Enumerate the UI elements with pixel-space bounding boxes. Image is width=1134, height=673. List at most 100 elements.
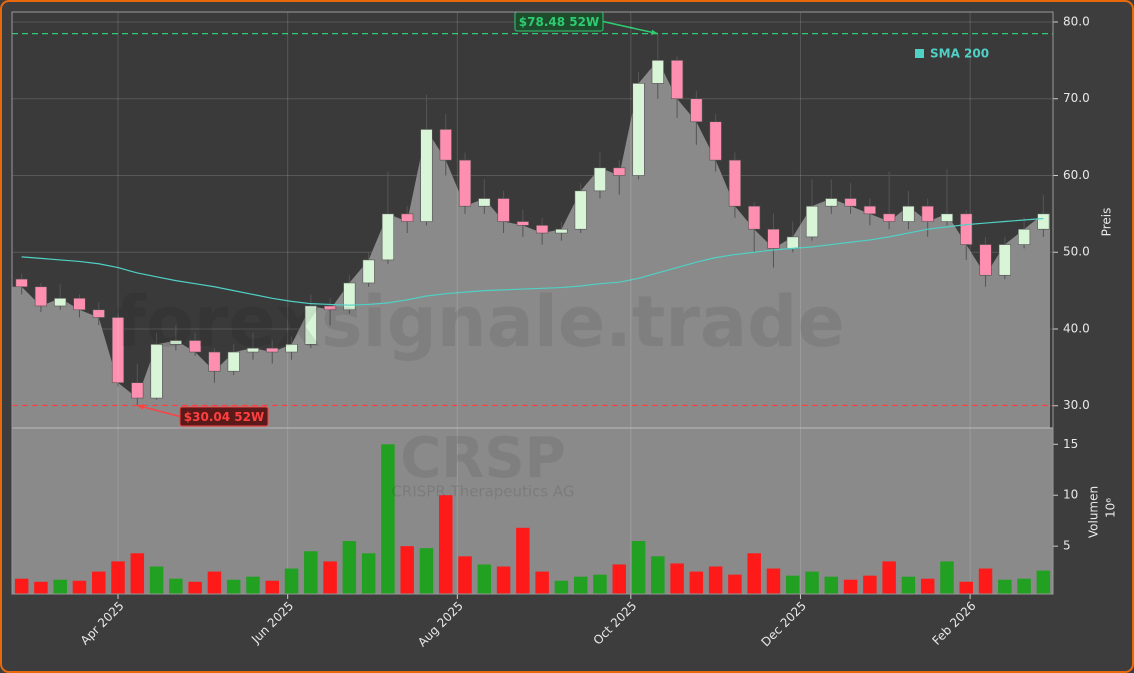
candle-body: [131, 382, 144, 399]
volume-bar: [1036, 570, 1051, 594]
volume-bar: [188, 581, 202, 594]
candle-body: [651, 60, 664, 84]
candle-body: [786, 236, 799, 249]
volume-bar: [863, 575, 877, 594]
volume-bar: [342, 541, 357, 594]
volume-bar: [978, 568, 993, 594]
candle-body: [208, 351, 221, 372]
volume-bar: [1017, 578, 1031, 594]
candle-body: [536, 225, 549, 234]
candle-body: [150, 344, 163, 399]
candle-body: [805, 205, 819, 238]
volume-bar: [805, 571, 819, 594]
y-tick-label: 70.0: [1063, 91, 1090, 105]
candle-body: [227, 351, 240, 372]
y-tick-label: 10: [1063, 488, 1078, 502]
y-tick-label: 80.0: [1063, 14, 1090, 28]
candle-body: [767, 228, 780, 249]
volume-bar: [439, 495, 453, 594]
price-area: [12, 60, 1050, 428]
volume-bar: [612, 564, 626, 594]
volume-bar: [747, 553, 761, 594]
annotation-arrow: [137, 404, 181, 418]
annotation-arrowhead: [137, 404, 145, 410]
watermark: forexsignale.trade: [115, 281, 844, 363]
volume-bar: [169, 578, 183, 594]
annotation-arrowhead: [650, 29, 658, 35]
annotation-box: [179, 406, 269, 427]
candle-body: [728, 159, 742, 207]
volume-bar: [689, 571, 704, 594]
volume-bar: [593, 574, 607, 594]
volume-bar: [670, 563, 684, 594]
volume-bar: [882, 561, 896, 594]
volume-bar: [708, 566, 723, 594]
candle-body: [940, 213, 954, 222]
watermark-symbol: CRSP: [400, 426, 566, 491]
y-axis-label: Preis: [1100, 208, 1114, 237]
volume-bar: [631, 541, 646, 594]
candle-body: [902, 205, 915, 222]
candle-body: [439, 129, 452, 161]
volume-bar: [246, 576, 260, 594]
volume-bar: [535, 571, 549, 594]
candle-body: [266, 347, 279, 353]
y-tick-label: 15: [1063, 437, 1078, 451]
volume-bar: [998, 579, 1012, 594]
candle-body: [574, 190, 587, 230]
y-tick-label: 5: [1063, 539, 1071, 553]
candle-body: [323, 305, 337, 311]
candle-body: [285, 344, 298, 353]
volume-bar: [226, 579, 241, 594]
candle-body: [632, 83, 645, 176]
volume-bar: [304, 551, 318, 594]
candle-body: [555, 228, 568, 234]
volume-bar: [400, 546, 414, 594]
annotation-label: $78.48 52W: [519, 15, 599, 29]
candle-body: [998, 244, 1011, 276]
volume-bar: [573, 576, 588, 594]
volume-panel: [12, 428, 1053, 594]
candle-body: [748, 205, 761, 230]
volume-bar: [284, 568, 299, 594]
volume-bar: [323, 561, 337, 594]
volume-bar: [419, 548, 434, 594]
volume-bar: [959, 581, 973, 594]
annotation-arrow: [602, 20, 658, 35]
candle-body: [169, 340, 182, 345]
candle-body: [883, 213, 896, 222]
volume-bar: [920, 578, 935, 594]
volume-bar: [496, 566, 511, 594]
candle-body: [246, 347, 260, 353]
candle-body: [420, 129, 433, 222]
y-tick-label: 50.0: [1063, 245, 1090, 259]
candle-body: [189, 340, 202, 353]
volume-bar: [207, 571, 222, 594]
volume-axis-label: Volumen: [1087, 486, 1101, 538]
plot-border: [11, 11, 1054, 595]
volume-bar: [381, 444, 395, 594]
volume-bar: [477, 564, 492, 594]
candle-body: [92, 309, 105, 318]
candle-body: [844, 198, 857, 207]
candle-body: [516, 221, 529, 226]
candle-body: [15, 278, 28, 288]
candle-body: [478, 198, 491, 207]
volume-bar: [786, 575, 800, 594]
volume-bar: [516, 527, 530, 594]
volume-scale-label: 10⁶: [1104, 498, 1118, 518]
volume-bar: [766, 568, 781, 594]
candle-body: [960, 213, 973, 245]
y-tick-label: 60.0: [1063, 168, 1090, 182]
volume-bar: [651, 556, 665, 594]
candle-body: [458, 159, 472, 207]
y-tick-label: 30.0: [1063, 398, 1090, 412]
candle-body: [497, 198, 510, 222]
volume-bar: [92, 571, 106, 594]
candle-body: [381, 213, 394, 261]
volume-bar: [149, 566, 164, 594]
candle-body: [613, 167, 626, 176]
volume-bar: [111, 561, 125, 594]
candle-body: [921, 205, 934, 222]
volume-bar: [458, 556, 472, 594]
